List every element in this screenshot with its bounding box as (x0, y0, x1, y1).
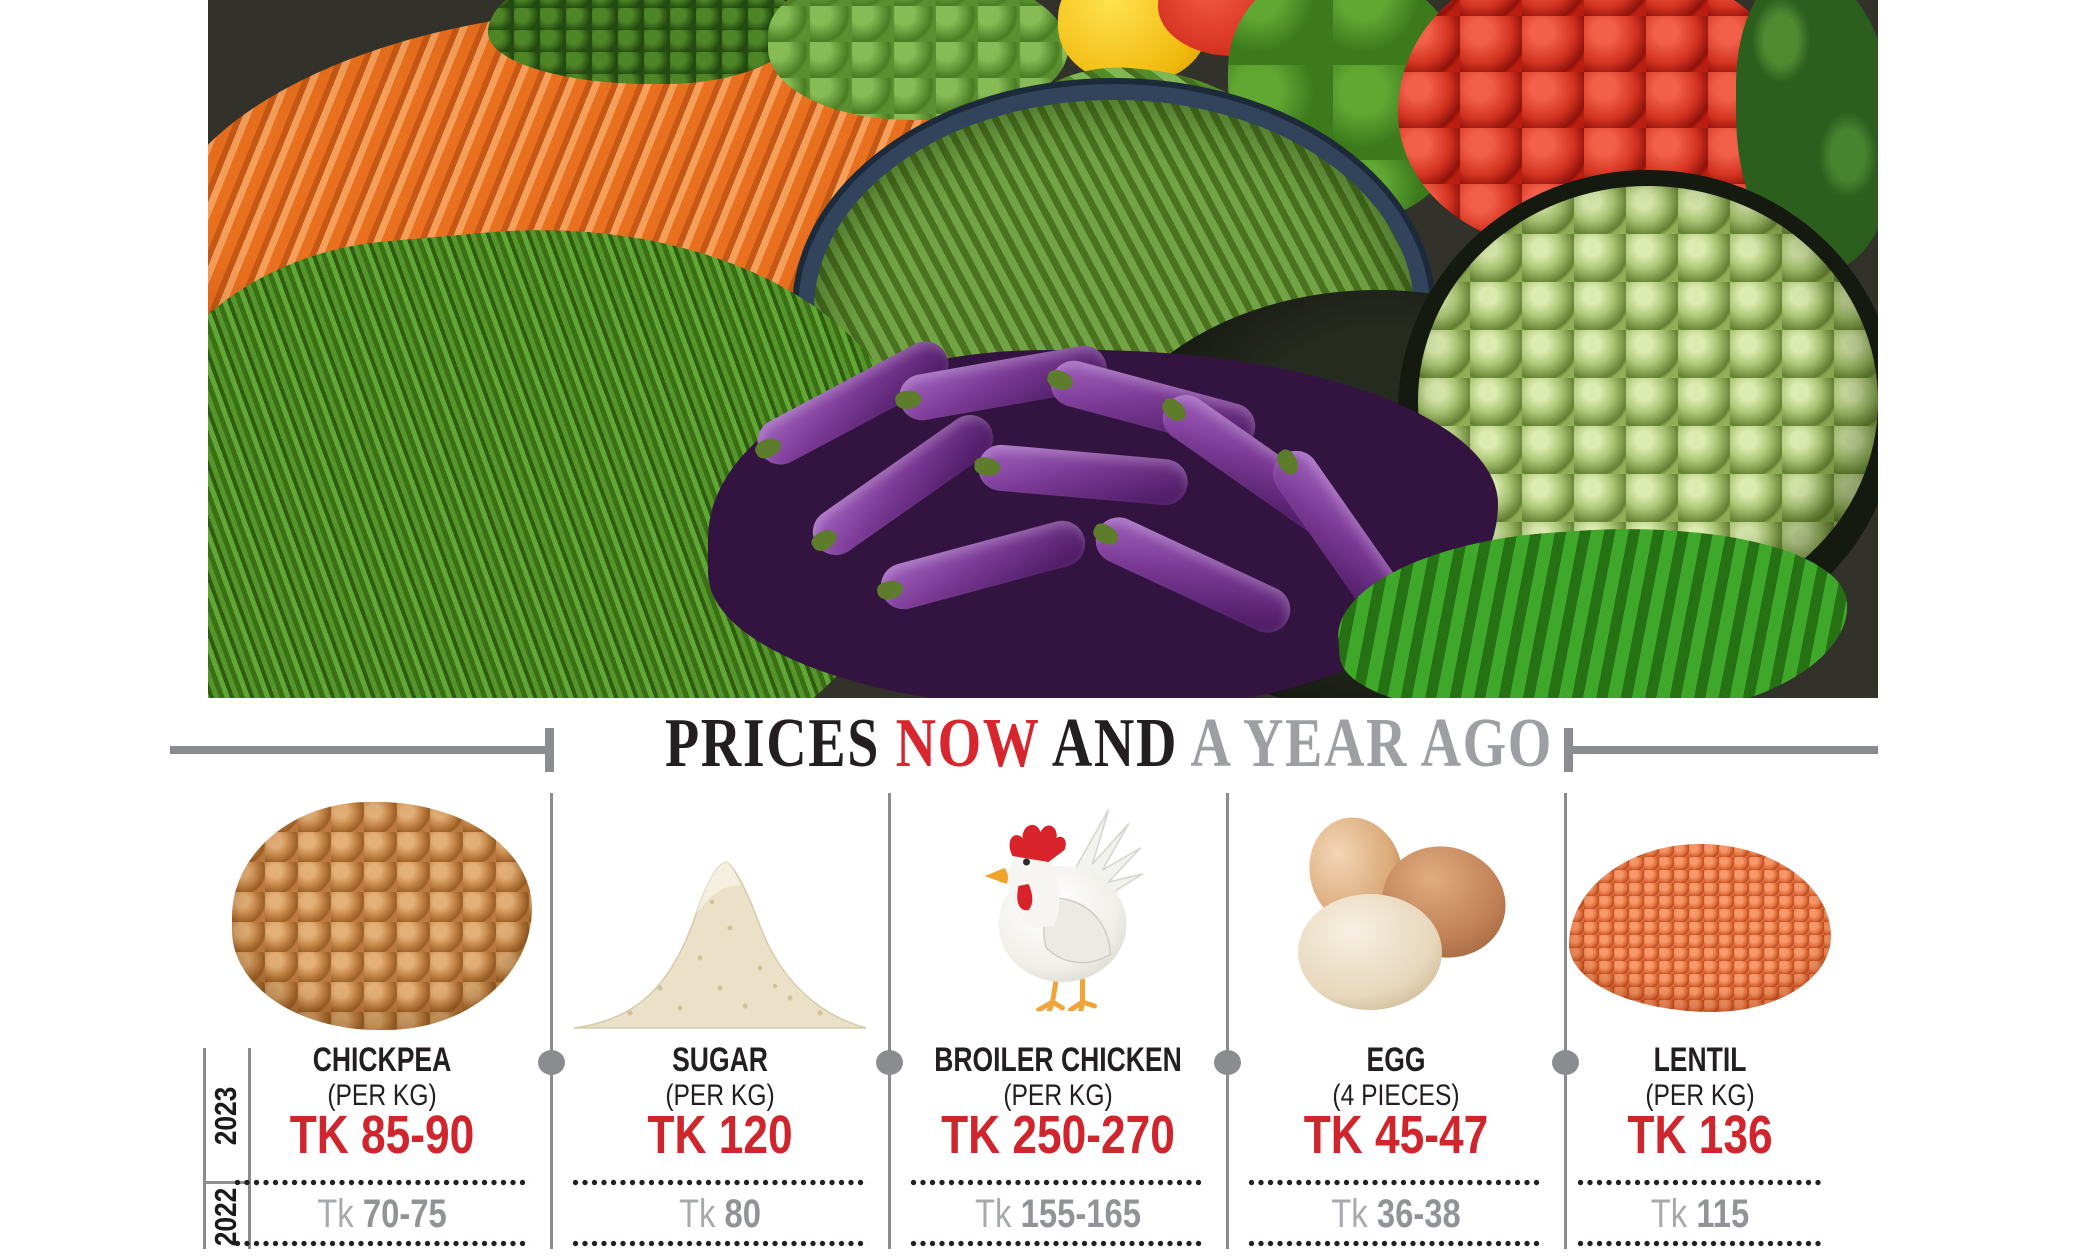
product-column-chickpea: CHICKPEA (PER KG) TK 85-90 Tk 70-75 (213, 780, 551, 1248)
product-name: EGG (1366, 1041, 1426, 1079)
product-column-lentil: LENTIL (PER KG) TK 136 Tk 115 (1565, 780, 1835, 1248)
product-name: BROILER CHICKEN (934, 1041, 1182, 1079)
dotted-separator (572, 1240, 868, 1247)
price-2023: TK 250-270 (941, 1105, 1175, 1165)
title-right-rule (1573, 746, 1878, 754)
lentil-pile-image (1569, 844, 1831, 1012)
sugar-pile-image (573, 861, 867, 1029)
product-name: LENTIL (1653, 1041, 1747, 1079)
column-divider (888, 793, 891, 1249)
price-2023: TK 85-90 (289, 1105, 475, 1165)
price-2023: TK 120 (647, 1105, 793, 1165)
price-2023: TK 45-47 (1303, 1105, 1489, 1165)
divider-dot (1214, 1050, 1241, 1075)
product-unit: (4 PIECES) (1332, 1079, 1460, 1112)
dotted-separator (1248, 1179, 1544, 1186)
broiler-chicken-image (984, 809, 1144, 1011)
column-divider (1226, 793, 1229, 1249)
dotted-separator (1577, 1179, 1823, 1186)
divider-dot (1552, 1050, 1579, 1075)
market-photo (208, 0, 1878, 698)
chickpea-pile-image (232, 802, 532, 1030)
product-column-broiler-chicken: BROILER CHICKEN (PER KG) TK 250-270 Tk 1… (889, 780, 1227, 1248)
price-2023: TK 136 (1627, 1105, 1773, 1165)
column-divider (550, 793, 553, 1249)
dotted-separator (234, 1179, 530, 1186)
divider-dot (538, 1050, 565, 1075)
price-2022: Tk 155-165 (975, 1192, 1141, 1236)
product-column-egg: EGG (4 PIECES) TK 45-47 Tk 36-38 (1227, 780, 1565, 1248)
year-gutter-line (203, 1048, 206, 1249)
broccoli-image (488, 0, 798, 84)
year-gutter-tick (203, 1181, 250, 1184)
price-2022: Tk 115 (1650, 1192, 1750, 1236)
dotted-separator (572, 1179, 868, 1186)
price-2022: Tk 36-38 (1331, 1192, 1461, 1236)
page-title: PRICES NOW AND A YEAR AGO (554, 706, 1564, 782)
product-name: SUGAR (672, 1041, 768, 1079)
title-word-year-ago: A YEAR AGO (1190, 705, 1553, 782)
title-word-prices: PRICES (664, 705, 880, 782)
product-column-sugar: SUGAR (PER KG) TK 120 Tk 80 (551, 780, 889, 1248)
product-name: CHICKPEA (312, 1041, 452, 1079)
dotted-separator (910, 1240, 1206, 1247)
price-2022: Tk 80 (678, 1192, 762, 1236)
title-left-rule (170, 746, 545, 754)
title-left-cap (545, 728, 554, 772)
product-unit: (PER KG) (1003, 1079, 1113, 1112)
dotted-separator (910, 1179, 1206, 1186)
eggs-image (1298, 817, 1506, 1010)
product-unit: (PER KG) (1645, 1079, 1755, 1112)
dotted-separator (234, 1240, 530, 1247)
title-right-cap (1564, 728, 1573, 772)
title-word-and: AND (1051, 705, 1179, 782)
price-2022: Tk 70-75 (317, 1192, 447, 1236)
dotted-separator (1248, 1240, 1544, 1247)
title-word-now: NOW (895, 705, 1040, 782)
dotted-separator (1577, 1240, 1823, 1247)
column-divider (1564, 793, 1567, 1249)
year-gutter-line (248, 1048, 251, 1249)
product-unit: (PER KG) (665, 1079, 775, 1112)
divider-dot (876, 1050, 903, 1075)
product-unit: (PER KG) (327, 1079, 437, 1112)
